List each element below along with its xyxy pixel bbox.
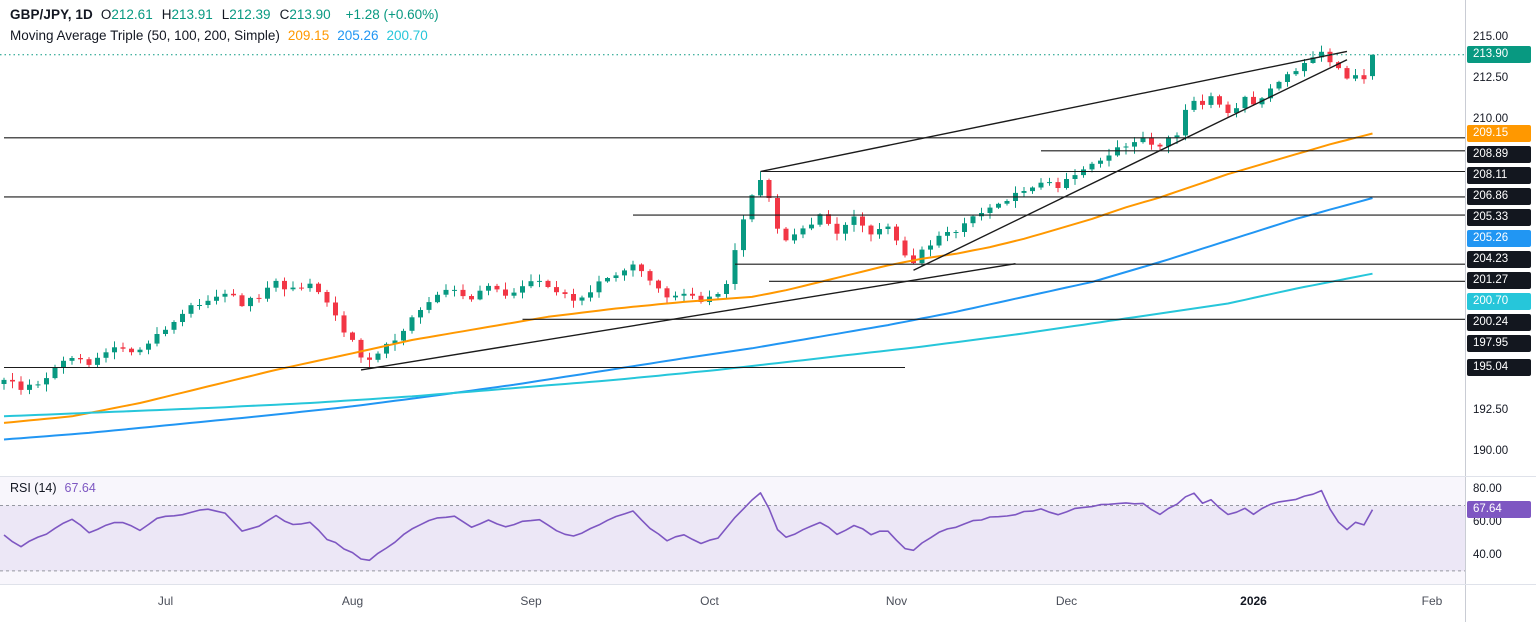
candles [1, 45, 1375, 395]
indicator-row: Moving Average Triple (50, 100, 200, Sim… [10, 28, 439, 43]
ma-value-badge: 205.26 [1467, 230, 1531, 247]
pane-separator[interactable] [0, 476, 1536, 477]
price-chart-canvas[interactable] [0, 0, 1465, 476]
symbol-row: GBP/JPY, 1D O212.61 H213.91 L212.39 C213… [10, 7, 439, 22]
chart-background [0, 0, 1465, 476]
rsi-value-badge: 67.64 [1467, 500, 1531, 518]
ma-line-1[interactable] [3, 132, 1373, 424]
level-price-badge: 208.89 [1467, 146, 1531, 163]
time-axis-label: Sep [520, 594, 542, 608]
change-value: +1.28 (+0.60%) [345, 7, 439, 22]
ma-line-2[interactable] [3, 197, 1373, 441]
rsi-value: 67.64 [64, 481, 96, 495]
price-axis-tick: 210.00 [1473, 113, 1509, 126]
rsi-band [0, 505, 1465, 571]
time-axis-label: 2026 [1240, 594, 1267, 608]
time-axis-label: Dec [1055, 594, 1078, 608]
price-axis-tick: 212.50 [1473, 72, 1509, 84]
symbol-title[interactable]: GBP/JPY, 1D [10, 7, 93, 22]
time-axis-separator [0, 584, 1536, 585]
level-price-badge: 201.27 [1467, 272, 1531, 289]
rsi-legend: RSI (14) 67.64 [10, 481, 96, 495]
horizontal-level-lines[interactable] [4, 137, 1465, 369]
indicator-title[interactable]: Moving Average Triple (50, 100, 200, Sim… [10, 28, 280, 43]
ohlc-values: O212.61 H213.91 L212.39 C213.90 [101, 7, 338, 22]
rsi-axis-tick: 40.00 [1473, 548, 1502, 561]
price-axis[interactable]: 215.00 212.50 210.00 192.50 190.00 213.90 209.… [1465, 0, 1536, 622]
time-axis[interactable]: Jul Aug Sep Oct Nov Dec 2026 Feb [0, 584, 1465, 622]
time-axis-label: Nov [885, 594, 908, 608]
rsi-axis-tick: 60.00 [1473, 515, 1502, 528]
ma200-value: 200.70 [386, 28, 428, 43]
trendlines[interactable] [360, 50, 1348, 371]
ma100-value: 205.26 [337, 28, 379, 43]
current-price-badge: 213.90 [1467, 46, 1531, 64]
level-price-badge: 206.86 [1467, 188, 1531, 205]
time-axis-label: Oct [700, 594, 719, 608]
open-value: O212.61 [100, 7, 153, 22]
time-axis-label: Feb [1421, 594, 1443, 608]
time-axis-label: Jul [157, 594, 174, 608]
level-price-badge: 208.11 [1467, 167, 1531, 184]
level-price-badge: 195.04 [1467, 359, 1531, 376]
close-value: C213.90 [279, 7, 331, 22]
rsi-chart-canvas[interactable] [0, 476, 1465, 584]
ma-line-3[interactable] [3, 272, 1373, 418]
price-axis-tick: 215.00 [1473, 30, 1509, 43]
level-price-badge: 200.24 [1467, 314, 1531, 331]
rsi-title[interactable]: RSI (14) [10, 481, 57, 495]
rsi-line[interactable] [3, 489, 1374, 562]
level-price-badge: 205.33 [1467, 209, 1531, 226]
ma-value-badge: 209.15 [1467, 125, 1531, 142]
time-axis-label: Aug [341, 594, 364, 608]
level-price-badge: 204.23 [1467, 251, 1531, 268]
low-value: L212.39 [221, 7, 271, 22]
price-axis-tick: 192.50 [1473, 403, 1509, 416]
price-axis-tick: 190.00 [1473, 445, 1509, 458]
rsi-axis-tick: 80.00 [1473, 483, 1502, 496]
ma-value-badge: 200.70 [1467, 293, 1531, 310]
high-value: H213.91 [161, 7, 213, 22]
chart-legend: GBP/JPY, 1D O212.61 H213.91 L212.39 C213… [10, 7, 439, 49]
level-price-badge: 197.95 [1467, 335, 1531, 352]
ma50-value: 209.15 [287, 28, 330, 43]
